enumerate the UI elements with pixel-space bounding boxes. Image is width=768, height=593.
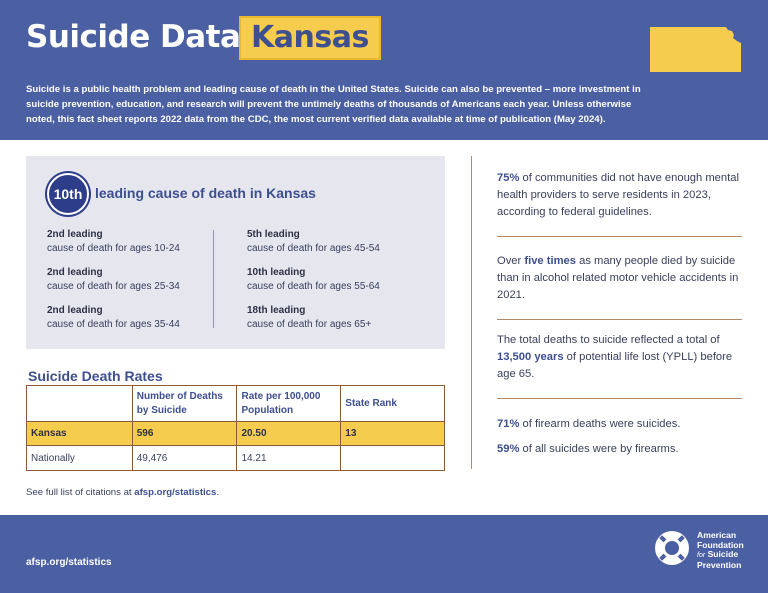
citation-note: See full list of citations at afsp.org/s… — [26, 487, 220, 498]
table-cell — [26, 385, 133, 422]
page-title: Suicide Data: — [26, 19, 253, 55]
list-item: 2nd leading cause of death for ages 35-4… — [47, 305, 180, 330]
fact-providers: 75% of communities did not have enough m… — [497, 172, 739, 218]
leading-list-right: 5th leading cause of death for ages 45-5… — [247, 228, 380, 342]
leading-cause-card: 10th leading cause of death in Kansas 2n… — [26, 156, 445, 349]
list-item: 10th leading cause of death for ages 55-… — [247, 267, 380, 292]
rates-title: Suicide Death Rates — [28, 368, 163, 384]
life-ring-icon — [655, 531, 689, 565]
footer-link[interactable]: afsp.org/statistics — [26, 557, 112, 568]
table-cell: Rate per 100,000 Population — [236, 385, 342, 422]
intro-paragraph: Suicide is a public health problem and l… — [26, 84, 641, 125]
fact-ypll: The total deaths to suicide reflected a … — [497, 334, 733, 380]
table-row: Kansas 596 20.50 13 — [26, 421, 445, 446]
divider — [497, 236, 742, 237]
header-banner — [0, 0, 768, 140]
column-divider — [213, 230, 214, 328]
fact-firearm-deaths: 71% of firearm deaths were suicides. — [497, 418, 681, 430]
list-item: 2nd leading cause of death for ages 25-3… — [47, 267, 180, 292]
divider — [497, 398, 742, 399]
table-cell: Nationally — [26, 445, 133, 471]
rank-badge: 10th — [47, 173, 89, 215]
state-name-box: Kansas — [239, 16, 381, 60]
table-cell: 596 — [131, 421, 238, 446]
table-cell — [340, 445, 445, 471]
table-cell: State Rank — [340, 385, 445, 422]
table-cell: Kansas — [26, 421, 133, 446]
table-cell: 14.21 — [236, 445, 342, 471]
list-item: 2nd leading cause of death for ages 10-2… — [47, 229, 180, 254]
table-cell: Number of Deaths by Suicide — [131, 385, 238, 422]
list-item: 18th leading cause of death for ages 65+ — [247, 305, 372, 330]
citation-link[interactable]: afsp.org/statistics — [134, 487, 217, 498]
fact-motor-vehicle: Over five times as many people died by s… — [497, 255, 739, 301]
table-row: Nationally 49,476 14.21 — [26, 445, 445, 471]
afsp-logo-text: American Foundation for Suicide Preventi… — [697, 530, 744, 570]
table-cell: 13 — [340, 421, 445, 446]
divider — [497, 319, 742, 320]
leading-cause-headline: leading cause of death in Kansas — [95, 185, 316, 201]
table-cell: 49,476 — [131, 445, 238, 471]
leading-list-left: 2nd leading cause of death for ages 10-2… — [47, 228, 180, 342]
state-name: Kansas — [251, 20, 369, 55]
kansas-map-icon — [650, 27, 741, 72]
fact-firearm-suicides: 59% of all suicides were by firearms. — [497, 443, 679, 455]
table-cell: 20.50 — [236, 421, 342, 446]
table-header-row: Number of Deaths by Suicide Rate per 100… — [26, 385, 445, 422]
footer-banner — [0, 515, 768, 593]
section-divider — [471, 156, 472, 469]
rates-table: Number of Deaths by Suicide Rate per 100… — [26, 385, 445, 471]
list-item: 5th leading cause of death for ages 45-5… — [247, 229, 380, 254]
